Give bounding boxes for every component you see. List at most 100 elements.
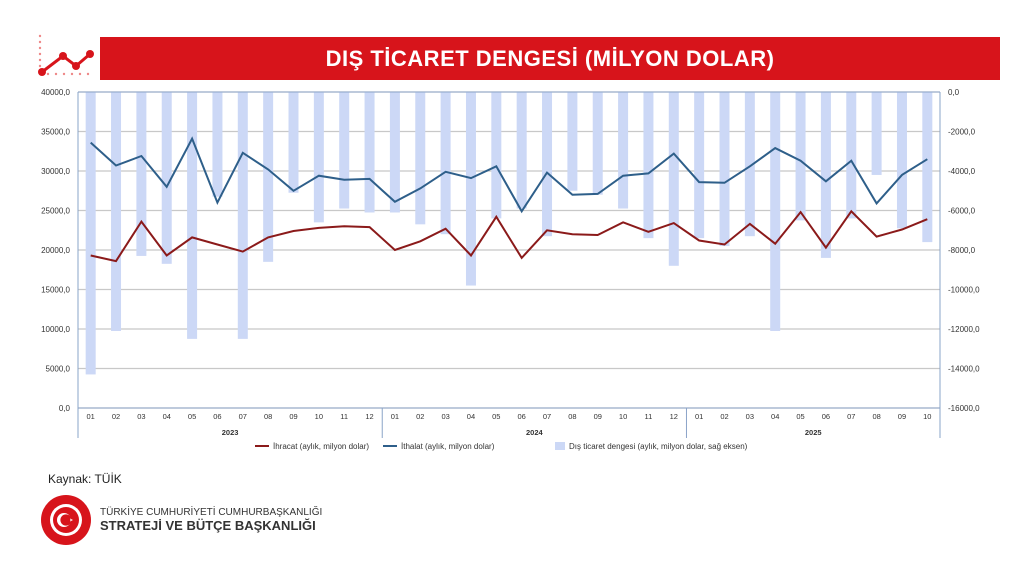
y-tick-left: 0,0 xyxy=(59,404,71,413)
y-tick-left: 35000,0 xyxy=(41,128,70,137)
year-label: 2024 xyxy=(526,428,544,437)
x-tick-label: 01 xyxy=(695,412,703,421)
x-tick-label: 09 xyxy=(898,412,906,421)
x-tick-label: 02 xyxy=(416,412,424,421)
x-tick-label: 06 xyxy=(822,412,830,421)
year-label: 2025 xyxy=(805,428,822,437)
legend-label: İhracat (aylık, milyon dolar) xyxy=(273,442,369,451)
x-tick-label: 07 xyxy=(543,412,551,421)
x-tick-label: 05 xyxy=(492,412,500,421)
balance-bar xyxy=(567,92,578,191)
balance-bar xyxy=(212,92,223,197)
x-tick-label: 04 xyxy=(771,412,779,421)
x-tick-label: 06 xyxy=(518,412,526,421)
x-tick-label: 12 xyxy=(670,412,678,421)
balance-bar xyxy=(643,92,654,239)
chart-title-banner: DIŞ TİCARET DENGESİ (MİLYON DOLAR) xyxy=(100,37,1000,80)
y-tick-left: 20000,0 xyxy=(41,246,70,255)
x-tick-label: 07 xyxy=(847,412,855,421)
exports-line xyxy=(90,209,928,263)
balance-bar xyxy=(491,92,502,219)
balance-bar xyxy=(795,92,806,221)
balance-bar xyxy=(288,92,299,193)
balance-bar xyxy=(668,92,679,266)
balance-bar xyxy=(871,92,882,175)
y-tick-left: 25000,0 xyxy=(41,207,70,216)
y-tick-right: -10000,0 xyxy=(948,286,980,295)
x-tick-label: 09 xyxy=(289,412,297,421)
x-tick-label: 10 xyxy=(619,412,627,421)
x-tick-label: 10 xyxy=(923,412,931,421)
x-tick-label: 11 xyxy=(645,412,653,421)
x-tick-label: 10 xyxy=(315,412,323,421)
y-tick-right: -6000,0 xyxy=(948,207,976,216)
balance-bar xyxy=(592,92,603,195)
balance-bar xyxy=(770,92,781,331)
y-tick-left: 40000,0 xyxy=(41,88,70,97)
legend-swatch xyxy=(555,442,565,450)
legend-label: Dış ticaret dengesi (aylık, milyon dolar… xyxy=(569,442,748,451)
x-tick-label: 08 xyxy=(872,412,880,421)
institution-seal-icon xyxy=(41,495,91,545)
balance-bar xyxy=(922,92,933,243)
legend-label: İthalat (aylık, milyon dolar) xyxy=(401,442,495,451)
y-tick-right: -16000,0 xyxy=(948,404,980,413)
y-tick-right: -8000,0 xyxy=(948,246,976,255)
balance-bar xyxy=(339,92,350,209)
y-tick-right: -14000,0 xyxy=(948,365,980,374)
x-tick-label: 03 xyxy=(137,412,145,421)
imports-line xyxy=(90,136,928,214)
balance-bar xyxy=(313,92,324,223)
x-tick-label: 08 xyxy=(264,412,272,421)
balance-bar xyxy=(187,92,198,339)
source-note: Kaynak: TÜİK xyxy=(48,472,122,486)
org-logo-block: TÜRKİYE CUMHURİYETİ CUMHURBAŞKANLIĞI STR… xyxy=(40,494,322,546)
x-tick-label: 03 xyxy=(746,412,754,421)
balance-bar xyxy=(542,92,553,237)
balance-bar xyxy=(846,92,857,219)
x-tick-label: 12 xyxy=(365,412,373,421)
x-tick-label: 03 xyxy=(441,412,449,421)
balance-bar xyxy=(896,92,907,229)
balance-bar xyxy=(465,92,476,286)
x-tick-label: 05 xyxy=(188,412,196,421)
balance-bar xyxy=(719,92,730,247)
y-tick-right: -2000,0 xyxy=(948,128,976,137)
y-tick-right: -12000,0 xyxy=(948,325,980,334)
balance-bar xyxy=(820,92,831,258)
x-tick-label: 01 xyxy=(87,412,95,421)
balance-bar xyxy=(136,92,147,256)
balance-bar xyxy=(516,92,527,209)
x-tick-label: 11 xyxy=(340,412,348,421)
y-tick-left: 5000,0 xyxy=(46,365,71,374)
x-tick-label: 04 xyxy=(163,412,171,421)
x-tick-label: 07 xyxy=(239,412,247,421)
x-tick-label: 09 xyxy=(594,412,602,421)
balance-bar xyxy=(237,92,248,339)
x-tick-label: 02 xyxy=(720,412,728,421)
balance-bar xyxy=(161,92,172,264)
org-line2: STRATEJİ VE BÜTÇE BAŞKANLIĞI xyxy=(100,518,316,533)
balance-bar xyxy=(389,92,400,213)
chart-title: DIŞ TİCARET DENGESİ (MİLYON DOLAR) xyxy=(325,45,775,71)
trade-balance-chart: 0,0 5000,0 10000,0 15000,0 20000,0 25000,0 300… xyxy=(41,88,980,451)
y-tick-right: -4000,0 xyxy=(948,167,976,176)
x-tick-label: 01 xyxy=(391,412,399,421)
balance-bar xyxy=(440,92,451,235)
balance-bar xyxy=(744,92,755,237)
x-tick-label: 08 xyxy=(568,412,576,421)
x-tick-label: 04 xyxy=(467,412,475,421)
y-tick-left: 10000,0 xyxy=(41,325,70,334)
balance-bar xyxy=(85,92,96,375)
balance-bar xyxy=(364,92,375,213)
balance-bar xyxy=(618,92,629,209)
balance-bar xyxy=(415,92,426,225)
org-line1: TÜRKİYE CUMHURİYETİ CUMHURBAŞKANLIĞI xyxy=(100,507,323,518)
balance-bar xyxy=(694,92,705,239)
balance-bar xyxy=(263,92,274,262)
year-label: 2023 xyxy=(222,428,239,437)
y-tick-left: 15000,0 xyxy=(41,286,70,295)
x-tick-label: 06 xyxy=(213,412,221,421)
x-tick-label: 02 xyxy=(112,412,120,421)
y-tick-left: 30000,0 xyxy=(41,167,70,176)
